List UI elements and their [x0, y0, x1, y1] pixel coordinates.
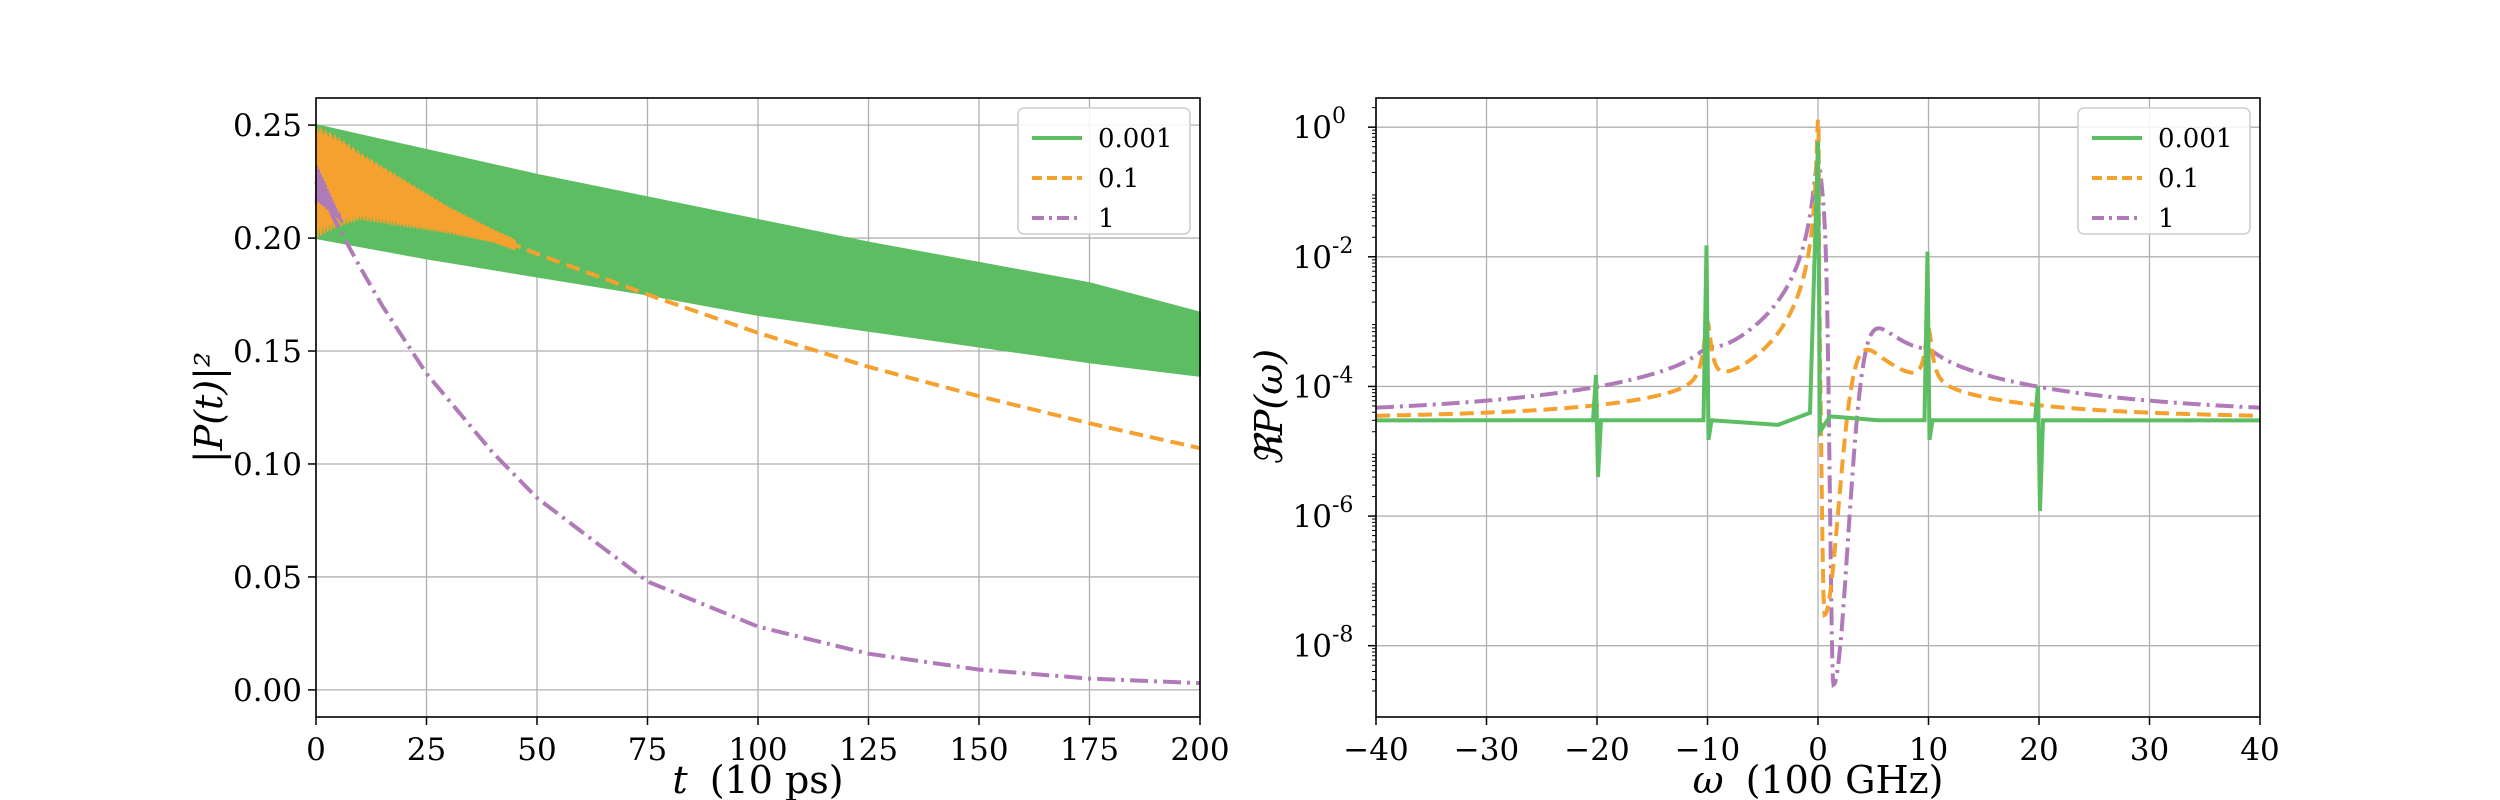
- left-x-tick-label: 200: [1170, 732, 1229, 768]
- left-x-tick-label: 75: [628, 732, 667, 768]
- left-chart-panel: 0 25 50 75 100 125 150 175 200 0.00 0.05 0.10 0.15 0.…: [187, 97, 1230, 800]
- series-0.001-line: [1375, 141, 2261, 511]
- right-x-tick-label: −10: [1675, 732, 1740, 768]
- right-legend: 0.001 0.1 1: [2077, 107, 2251, 235]
- left-y-tick-label: 0.05: [233, 560, 302, 596]
- left-x-tick-label: 50: [517, 732, 556, 768]
- legend-label: 0.001: [2158, 124, 2232, 154]
- left-x-tick-label: 125: [839, 732, 898, 768]
- right-y-tick-label: 10: [1293, 499, 1332, 535]
- right-x-tick-label: 0: [1808, 732, 1828, 768]
- right-y-tick-base: 10: [1293, 499, 1332, 535]
- right-x-axis-unit: (100 GHz): [1746, 758, 1944, 800]
- legend-label: 0.001: [1098, 124, 1172, 154]
- series-0.1-line: [447, 218, 1201, 451]
- series-0.1-line: [1376, 119, 2260, 618]
- right-x-axis-var: ω: [1693, 758, 1724, 800]
- legend-label: 1: [1098, 204, 1115, 234]
- left-x-tick-label: 150: [949, 732, 1008, 768]
- left-x-tick-label: 0: [306, 732, 326, 768]
- right-y-axis-title: ℜP(ω): [1247, 349, 1291, 466]
- legend-label: 0.1: [1098, 164, 1139, 194]
- left-y-tick-label: 0.15: [233, 334, 302, 370]
- right-y-tick-exponent: -6: [1332, 493, 1353, 518]
- series-0.1-oscillation: [315, 125, 516, 250]
- right-y-tick-label: 10: [1293, 629, 1332, 665]
- left-y-tick-label: 0.00: [233, 673, 302, 709]
- series-1-line: [314, 180, 1201, 686]
- right-y-tick-label: 10: [1293, 110, 1332, 146]
- left-y-tick-label: 0.20: [233, 221, 302, 257]
- left-x-axis-title: t (10 ps): [672, 758, 843, 800]
- legend-label: 0.1: [2158, 164, 2199, 194]
- left-y-axis-title: |P(t)|²: [187, 352, 231, 463]
- right-x-tick-label: −20: [1564, 732, 1629, 768]
- left-y-tick-label: 0.10: [233, 447, 302, 483]
- right-x-tick-label: 20: [2019, 732, 2058, 768]
- right-y-tick-base: 10: [1293, 240, 1332, 276]
- left-x-tick-label: 25: [407, 732, 446, 768]
- right-x-tick-label: 40: [2240, 732, 2279, 768]
- left-legend: 0.001 0.1 1: [1017, 107, 1191, 235]
- right-x-tick-label: −40: [1343, 732, 1408, 768]
- left-x-tick-label: 175: [1060, 732, 1119, 768]
- right-y-tick-exponent: 0: [1332, 104, 1346, 129]
- right-y-tick-base: 10: [1293, 110, 1332, 146]
- right-x-tick-label: 10: [1909, 732, 1948, 768]
- left-x-tick-label: 100: [728, 732, 787, 768]
- right-y-tick-label: 10: [1293, 369, 1332, 405]
- series-1-oscillation: [314, 165, 344, 223]
- right-y-tick-label: 10: [1293, 240, 1332, 276]
- right-y-tick-base: 10: [1293, 369, 1332, 405]
- left-x-axis-unit: (10 ps): [710, 758, 844, 800]
- right-x-axis-title: ω (100 GHz): [1693, 758, 1944, 800]
- legend-label: 1: [2158, 204, 2175, 234]
- left-ticks: 0 25 50 75 100 125 150 175 200 0.00 0.05 0.10 0.15 0.…: [233, 108, 1230, 768]
- right-series-layer: [1375, 119, 2261, 689]
- right-y-tick-base: 10: [1293, 629, 1332, 665]
- left-y-tick-label: 0.25: [233, 108, 302, 144]
- left-x-axis-var: t: [672, 758, 688, 800]
- right-y-tick-exponent: -4: [1332, 363, 1353, 388]
- right-y-tick-exponent: -8: [1332, 623, 1353, 648]
- right-x-tick-label: −30: [1454, 732, 1519, 768]
- right-x-tick-label: 30: [2130, 732, 2169, 768]
- right-y-tick-exponent: -2: [1332, 234, 1353, 259]
